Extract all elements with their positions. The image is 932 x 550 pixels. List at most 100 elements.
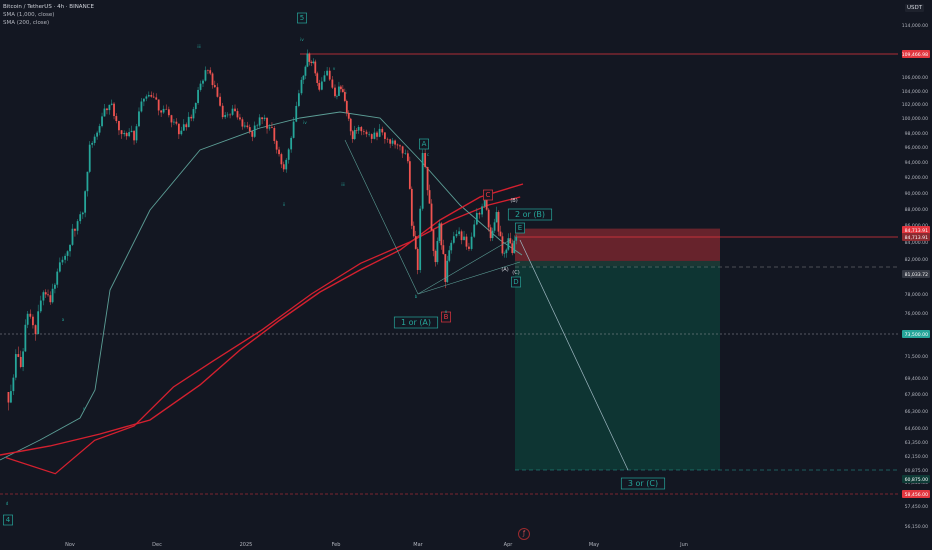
candle-body (192, 109, 195, 119)
wave-label-text: 2 or (B) (515, 210, 545, 219)
wave-label-text: 5 (300, 14, 304, 22)
candle-body (118, 120, 120, 131)
candle-body (428, 190, 431, 204)
candle-body (138, 111, 140, 127)
candle-body (507, 238, 510, 250)
candle-body (381, 128, 384, 133)
candle-body (326, 70, 329, 76)
wave-label: C (483, 189, 493, 201)
wave-label-text: 1 or (A) (401, 318, 431, 327)
wave-label-text: (A) (501, 267, 508, 273)
candle-body (147, 95, 150, 97)
candle-body (273, 128, 276, 141)
candle-body (287, 149, 290, 160)
candle-body (79, 214, 82, 222)
candle-body (509, 238, 512, 244)
candle-body (39, 300, 42, 312)
candle-body (373, 132, 376, 139)
wave-label-text: C (486, 191, 491, 199)
candle-body (108, 104, 111, 111)
candle-body (103, 108, 106, 117)
price-badge (902, 475, 930, 483)
candle-body (430, 203, 433, 230)
sma-200-legend[interactable]: SMA (200, close) (3, 20, 50, 26)
candle-body (416, 248, 419, 270)
y-tick-label: 102,000.00 (902, 102, 928, 108)
candle-body (473, 224, 476, 237)
x-tick-label: 2025 (240, 542, 253, 548)
candle-body (190, 116, 193, 119)
candle-body (355, 130, 358, 131)
candle-body (44, 292, 47, 295)
wave-sublabel: b (415, 294, 418, 299)
wave-sublabel: v (333, 66, 336, 71)
candle-body (37, 311, 40, 335)
candle-body (483, 198, 486, 207)
candle-body (297, 93, 300, 106)
candle-body (306, 53, 309, 67)
candle-body (495, 212, 498, 223)
candle-body (42, 292, 45, 301)
candle-body (143, 98, 145, 102)
candle-body (312, 61, 315, 64)
candle-body (426, 167, 429, 191)
candle-body (253, 125, 256, 137)
candle-body (84, 191, 87, 213)
candle-body (76, 221, 79, 231)
candle-body (394, 140, 396, 145)
wave-sublabel: iv (300, 37, 304, 42)
candle-body (17, 354, 20, 357)
candle-body (442, 245, 445, 255)
candle-body (24, 324, 27, 352)
y-tick-label: 98,000.00 (905, 131, 928, 137)
candle-body (452, 236, 455, 243)
candle-body (207, 70, 209, 71)
candle-body (314, 61, 317, 74)
x-tick-label: Feb (332, 542, 341, 548)
candle-body (470, 236, 473, 249)
candle-body (408, 161, 411, 189)
currency-label[interactable]: USDT (905, 4, 925, 12)
sma-1000-line-main (0, 183, 524, 456)
candle-body (22, 351, 24, 368)
candle-body (487, 209, 490, 228)
candle-body (513, 240, 516, 254)
wave-sublabel: iv (303, 120, 307, 125)
candle-body (295, 105, 298, 122)
symbol-title[interactable]: Bitcoin / TetherUS · 4h · BINANCE (3, 4, 94, 10)
sma-1000-legend[interactable]: SMA (1,000, close) (3, 12, 55, 18)
candle-body (106, 108, 108, 111)
candle-body (88, 144, 91, 172)
candle-body (162, 108, 165, 113)
candle-body (503, 253, 506, 254)
candle-body (224, 115, 227, 118)
candle-body (234, 108, 236, 112)
wave-label: 3 or (C) (620, 477, 666, 490)
wave-label-box (483, 189, 493, 201)
candle-body (282, 164, 285, 170)
candle-body (29, 313, 32, 317)
candle-body (278, 149, 280, 155)
candle-body (135, 126, 138, 141)
price-badge-label: 84,713.91 (905, 228, 928, 234)
x-tick-label: Mar (413, 542, 423, 548)
sma-200-line (0, 111, 523, 461)
candle-body (323, 75, 326, 82)
candle-body (157, 99, 160, 111)
candle-body (280, 154, 283, 165)
candle-body (410, 188, 413, 226)
candle-body (182, 124, 185, 131)
candle-body (292, 121, 295, 138)
candle-body (446, 260, 449, 282)
wave-label-box (419, 138, 429, 150)
wave-sublabel: d (6, 501, 9, 506)
candle-body (340, 86, 342, 90)
candle-body (414, 236, 417, 249)
y-tick-label: 84,000.00 (905, 240, 928, 246)
y-tick-label: 66,300.00 (905, 409, 928, 415)
candle-body (485, 198, 488, 210)
candle-body (511, 243, 514, 254)
wave-label-box (3, 514, 13, 526)
candle-body (263, 117, 266, 120)
